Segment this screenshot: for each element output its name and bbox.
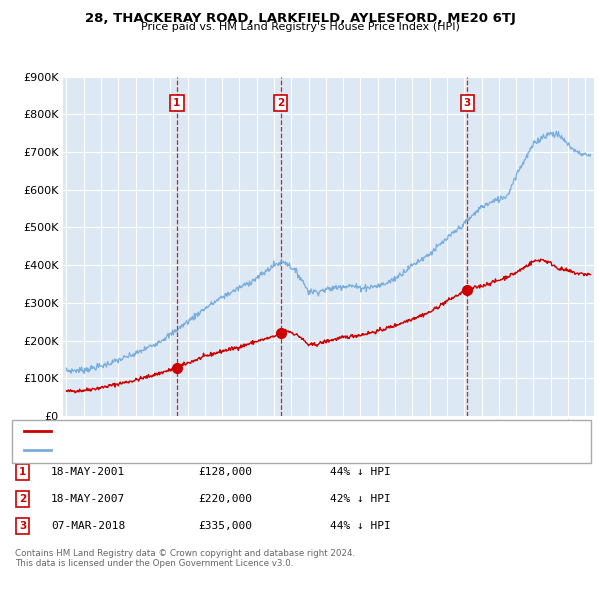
Text: 3: 3 <box>464 98 471 108</box>
Text: Contains HM Land Registry data © Crown copyright and database right 2024.: Contains HM Land Registry data © Crown c… <box>15 549 355 558</box>
Text: 2: 2 <box>277 98 284 108</box>
Text: 1: 1 <box>19 467 26 477</box>
Text: 42% ↓ HPI: 42% ↓ HPI <box>330 494 391 504</box>
Text: 28, THACKERAY ROAD, LARKFIELD, AYLESFORD, ME20 6TJ (detached house): 28, THACKERAY ROAD, LARKFIELD, AYLESFORD… <box>55 426 433 435</box>
Text: HPI: Average price, detached house, Tonbridge and Malling: HPI: Average price, detached house, Tonb… <box>55 445 350 454</box>
Text: Price paid vs. HM Land Registry's House Price Index (HPI): Price paid vs. HM Land Registry's House … <box>140 22 460 32</box>
Text: 28, THACKERAY ROAD, LARKFIELD, AYLESFORD, ME20 6TJ: 28, THACKERAY ROAD, LARKFIELD, AYLESFORD… <box>85 12 515 25</box>
Text: This data is licensed under the Open Government Licence v3.0.: This data is licensed under the Open Gov… <box>15 559 293 568</box>
Text: £335,000: £335,000 <box>198 522 252 531</box>
Text: £220,000: £220,000 <box>198 494 252 504</box>
Text: £128,000: £128,000 <box>198 467 252 477</box>
Text: 44% ↓ HPI: 44% ↓ HPI <box>330 522 391 531</box>
Text: 3: 3 <box>19 522 26 531</box>
Text: 1: 1 <box>173 98 181 108</box>
Text: 2: 2 <box>19 494 26 504</box>
Text: 18-MAY-2007: 18-MAY-2007 <box>51 494 125 504</box>
Text: 44% ↓ HPI: 44% ↓ HPI <box>330 467 391 477</box>
Text: 07-MAR-2018: 07-MAR-2018 <box>51 522 125 531</box>
Text: 18-MAY-2001: 18-MAY-2001 <box>51 467 125 477</box>
